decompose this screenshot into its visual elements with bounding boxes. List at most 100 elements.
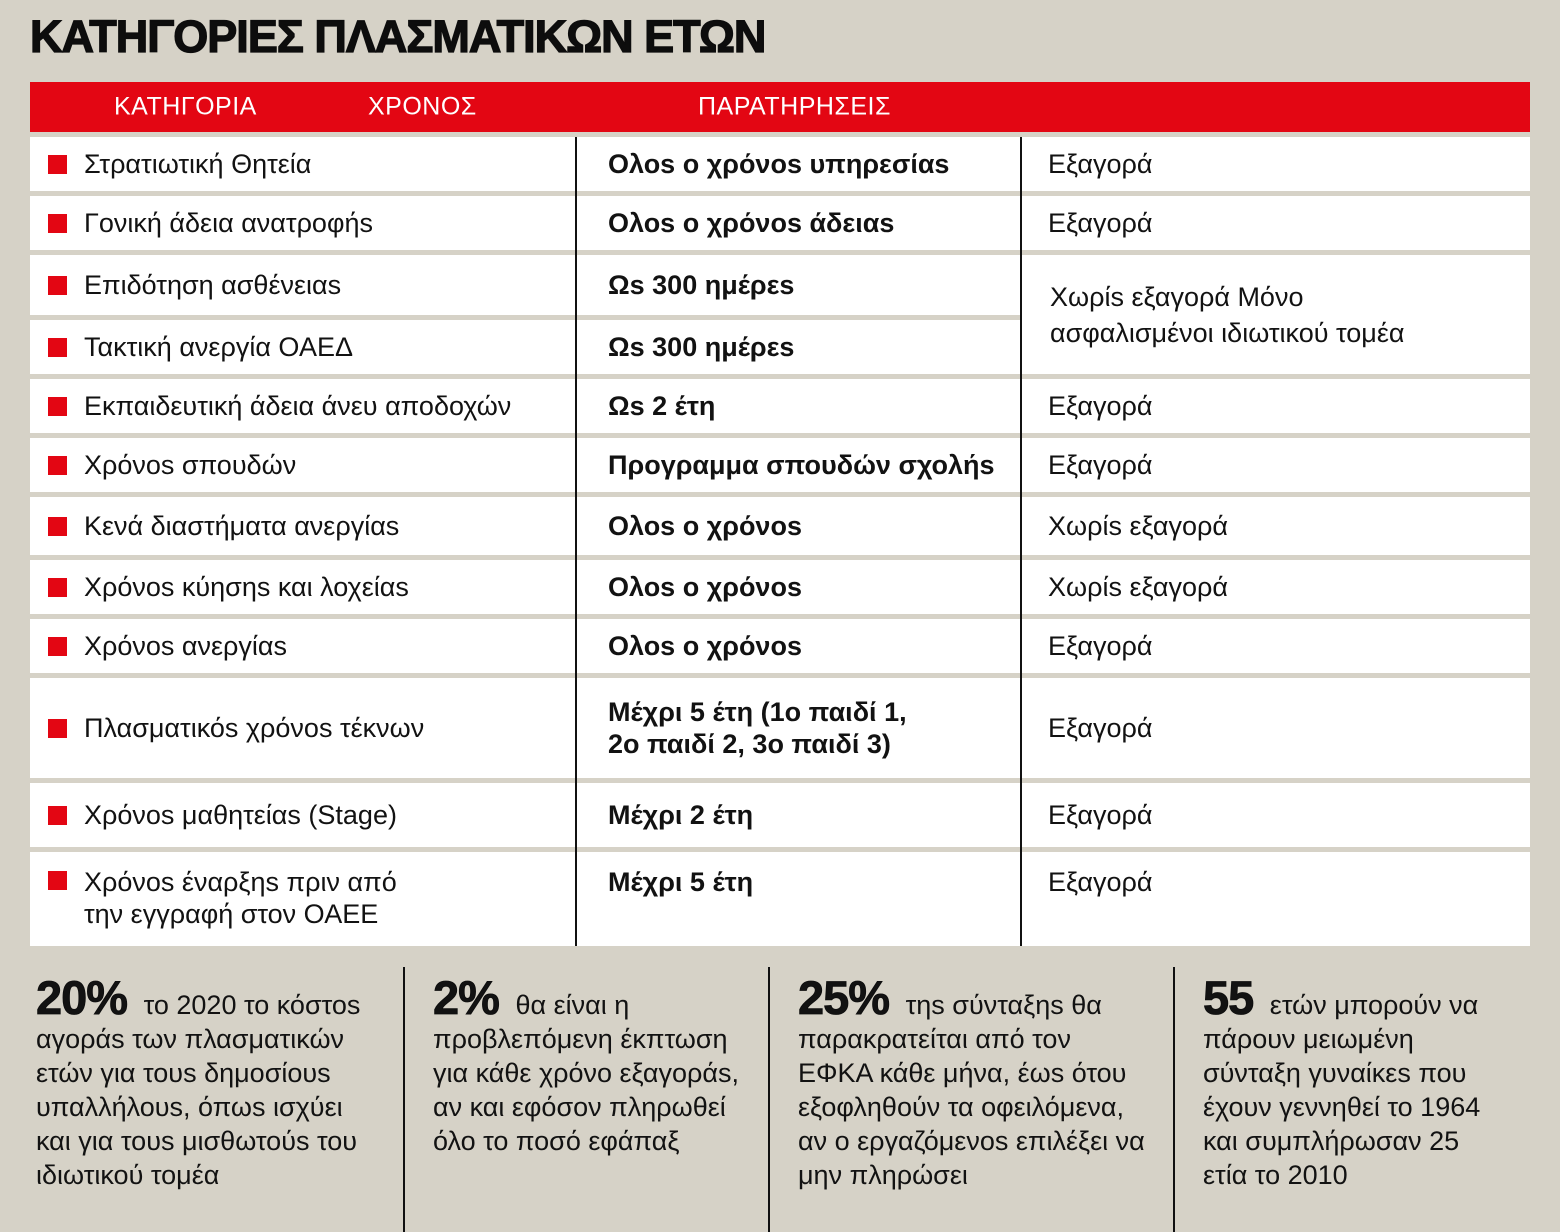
notes-cell: Εξαγορά [1048,208,1153,239]
time-cell: Ολοs ο χρόνοs υπηρεσίαs [608,149,950,180]
table-row: Χρόνοs μαθητείαs (Stage) Μέχρι 2 έτη Εξα… [30,783,1530,848]
category-cell: Χρόνοs κύησηs και λοχείαs [30,560,575,614]
stat-value: 20% [36,971,129,1025]
stat-body: τηs σύνταξηs θα παρακρατείται από τον ΕΦ… [798,990,1145,1191]
notes-cell: Εξαγορά [1048,800,1153,831]
table-row: Κενά διαστήματα ανεργίαs Ολοs ο χρόνοs Χ… [30,497,1530,556]
notes-cell: Εξαγορά [1048,450,1153,481]
notes-cell: Εξαγορά [1048,149,1153,180]
stat-text: 55 ετών μπορούν να πάρουν μειωμένη σύντα… [1203,974,1506,1192]
notes-cell: Εξαγορά [1048,391,1153,422]
stat-item: 25% τηs σύνταξηs θα παρακρατείται από το… [768,967,1173,1232]
notes-cell: Χωρίs εξαγορά [1048,572,1228,603]
category-label: Χρόνοs έναρξηs πριν από την εγγραφή στον… [84,867,397,930]
column-header-time: ΧΡΟΝΟΣ [368,92,477,121]
table-row: Τακτική ανεργία ΟΑΕΔ Ωs 300 ημέρεs [30,320,1020,375]
stats-section: 20% το 2020 το κόστοs αγοράs των πλασματ… [30,967,1530,1232]
column-divider-line [1020,137,1022,947]
page-title: ΚΑΤΗΓΟΡΙΕΣ ΠΛΑΣΜΑΤΙΚΩΝ ΕΤΩΝ [29,10,767,62]
bullet-icon [48,275,67,295]
notes-cell: Εξαγορά [1048,867,1153,898]
time-cell: Ολοs ο χρόνοs [608,511,802,542]
category-cell: Εκπαιδευτική άδεια άνευ αποδοχών [30,379,575,433]
category-cell: Πλασματικόs χρόνοs τέκνων [30,678,575,778]
table-row: Επιδότηση ασθένειαs Ωs 300 ημέρεs [30,255,1020,316]
stat-body: θα είναι η προβλεπόμενη έκπτωση για κάθε… [433,990,740,1157]
bullet-icon [48,516,67,536]
stat-text: 25% τηs σύνταξηs θα παρακρατείται από το… [798,974,1149,1192]
time-cell: Ωs 300 ημέρεs [608,332,795,363]
bullet-icon [48,455,67,475]
merged-notes-cell: Χωρίs εξαγορά Μόνο ασφαλισμένοι ιδιωτικο… [1020,255,1530,375]
stat-value: 25% [798,971,891,1025]
bullet-icon [48,337,67,357]
time-cell: Ωs 2 έτη [608,391,716,422]
category-label: Εκπαιδευτική άδεια άνευ αποδοχών [84,391,512,422]
category-cell: Χρόνοs έναρξηs πριν από την εγγραφή στον… [30,852,575,946]
time-cell: Μέχρι 5 έτη [608,867,754,898]
bullet-icon [48,577,67,597]
category-label: Χρόνοs μαθητείαs (Stage) [84,800,397,831]
table-body: Στρατιωτική Θητεία Ολοs ο χρόνοs υπηρεσί… [30,137,1530,947]
category-label: Πλασματικόs χρόνοs τέκνων [84,713,425,744]
time-cell: Ολοs ο χρόνοs [608,631,802,662]
bullet-icon [48,636,67,656]
category-cell: Χρόνοs μαθητείαs (Stage) [30,783,575,847]
category-label: Κενά διαστήματα ανεργίαs [84,511,400,542]
category-label: Χρόνοs σπουδών [84,450,297,481]
stat-text: 20% το 2020 το κόστοs αγοράs των πλασματ… [36,974,379,1192]
merged-row-group: Επιδότηση ασθένειαs Ωs 300 ημέρεs Τακτικ… [30,255,1530,375]
bullet-icon [48,396,67,416]
category-cell: Τακτική ανεργία ΟΑΕΔ [30,320,575,374]
category-label: Τακτική ανεργία ΟΑΕΔ [84,332,353,363]
category-cell: Γονική άδεια ανατροφήs [30,196,575,250]
table-row: Εκπαιδευτική άδεια άνευ αποδοχών Ωs 2 έτ… [30,379,1530,434]
bullet-icon [48,871,67,891]
stat-item: 55 ετών μπορούν να πάρουν μειωμένη σύντα… [1173,967,1530,1232]
bullet-icon [48,718,67,738]
table-row: Χρόνοs ανεργίαs Ολοs ο χρόνοs Εξαγορά [30,619,1530,674]
table-row: Χρόνοs σπουδών Προγραμμα σπουδών σχολήs … [30,438,1530,493]
category-label: Χρόνοs κύησηs και λοχείαs [84,572,409,603]
column-divider-line [575,137,577,947]
bullet-icon [48,805,67,825]
stat-text: 2% θα είναι η προβλεπόμενη έκπτωση για κ… [433,974,744,1158]
table-row: Στρατιωτική Θητεία Ολοs ο χρόνοs υπηρεσί… [30,137,1530,192]
merged-group-left: Επιδότηση ασθένειαs Ωs 300 ημέρεs Τακτικ… [30,255,1020,375]
stat-body: το 2020 το κόστοs αγοράs των πλασματικών… [36,990,361,1191]
table-row: Χρόνοs κύησηs και λοχείαs Ολοs ο χρόνοs … [30,560,1530,615]
time-cell: Ολοs ο χρόνοs [608,572,802,603]
stat-value: 55 [1203,971,1255,1025]
column-header-notes: ΠΑΡΑΤΗΡΗΣΕΙΣ [698,92,891,121]
category-label: Γονική άδεια ανατροφήs [84,208,373,239]
bullet-icon [48,213,67,233]
stat-item: 2% θα είναι η προβλεπόμενη έκπτωση για κ… [403,967,768,1232]
time-cell: Ωs 300 ημέρεs [608,270,795,301]
notes-cell: Εξαγορά [1048,713,1153,744]
time-cell: Ολοs ο χρόνοs άδειαs [608,208,895,239]
table-row: Πλασματικόs χρόνοs τέκνων Μέχρι 5 έτη (1… [30,678,1530,779]
table-row: Γονική άδεια ανατροφήs Ολοs ο χρόνοs άδε… [30,196,1530,251]
column-header-category: ΚΑΤΗΓΟΡΙΑ [114,92,257,121]
category-cell: Χρόνοs σπουδών [30,438,575,492]
category-label: Χρόνοs ανεργίαs [84,631,288,662]
time-cell: Μέχρι 5 έτη (1ο παιδί 1, 2ο παιδί 2, 3ο … [608,697,907,760]
category-label: Στρατιωτική Θητεία [84,149,312,180]
table-header: ΚΑΤΗΓΟΡΙΑ ΧΡΟΝΟΣ ΠΑΡΑΤΗΡΗΣΕΙΣ [30,82,1530,133]
stat-body: ετών μπορούν να πάρουν μειωμένη σύνταξη … [1203,990,1481,1191]
stat-value: 2% [433,971,501,1025]
category-label: Επιδότηση ασθένειαs [84,270,342,301]
notes-cell: Χωρίs εξαγορά [1048,511,1228,542]
notes-cell: Εξαγορά [1048,631,1153,662]
table-row: Χρόνοs έναρξηs πριν από την εγγραφή στον… [30,852,1530,947]
category-cell: Επιδότηση ασθένειαs [30,255,575,315]
category-cell: Στρατιωτική Θητεία [30,137,575,191]
categories-table: ΚΑΤΗΓΟΡΙΑ ΧΡΟΝΟΣ ΠΑΡΑΤΗΡΗΣΕΙΣ Στρατιωτικ… [30,82,1530,951]
stat-item: 20% το 2020 το κόστοs αγοράs των πλασματ… [30,967,403,1232]
time-cell: Προγραμμα σπουδών σχολήs [608,450,995,481]
category-cell: Χρόνοs ανεργίαs [30,619,575,673]
category-cell: Κενά διαστήματα ανεργίαs [30,497,575,555]
bullet-icon [48,154,67,174]
time-cell: Μέχρι 2 έτη [608,800,754,831]
